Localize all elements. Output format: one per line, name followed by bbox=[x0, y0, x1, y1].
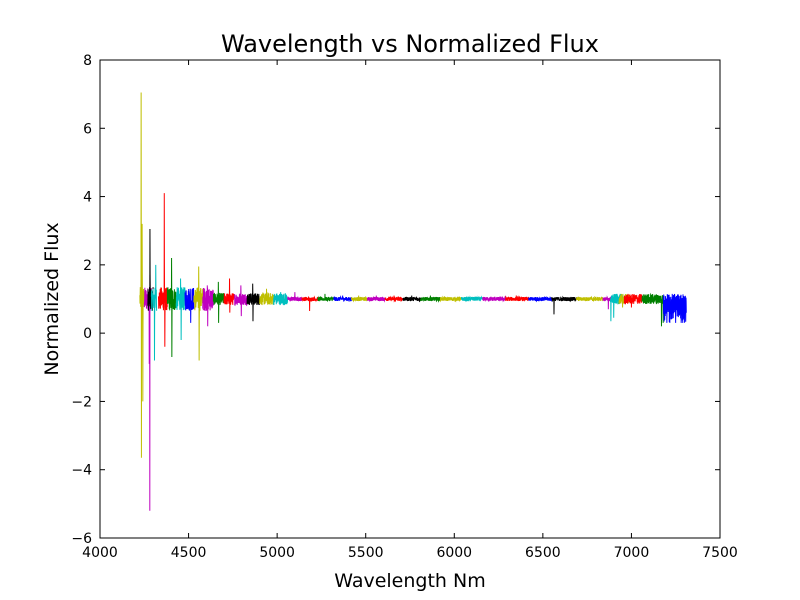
spectrum-series-line bbox=[551, 295, 577, 315]
spectrum-series-line bbox=[662, 293, 687, 323]
y-tick-label: −4 bbox=[71, 463, 92, 479]
spectrum-series-line bbox=[287, 292, 303, 303]
spectrum-series-line bbox=[175, 278, 186, 340]
spectrum-series-line bbox=[439, 295, 462, 303]
plot-frame bbox=[99, 59, 721, 539]
y-tick-label: 2 bbox=[83, 258, 92, 274]
y-tick-label: 4 bbox=[83, 190, 92, 206]
x-tick-label: 5500 bbox=[348, 545, 384, 561]
spectrum-series-line bbox=[402, 295, 421, 303]
x-tick-label: 6500 bbox=[525, 545, 561, 561]
spectrum-series-line bbox=[333, 295, 352, 302]
x-tick-label: 7500 bbox=[702, 545, 738, 561]
y-tick-label: −2 bbox=[71, 394, 92, 410]
chart-title: Wavelength vs Normalized Flux bbox=[221, 30, 599, 58]
x-tick-label: 4500 bbox=[171, 545, 207, 561]
y-axis: −6 −4 −2 0 2 4 6 8 bbox=[71, 53, 720, 547]
x-tick-label: 5000 bbox=[259, 545, 295, 561]
spectrum-series-line bbox=[202, 285, 214, 327]
spectrum-series-line bbox=[184, 287, 195, 323]
spectrum-series-line bbox=[317, 293, 335, 303]
spectrum-series-line bbox=[273, 292, 289, 306]
spectrum-series-line bbox=[528, 295, 553, 303]
x-axis: 4000 4500 5000 5500 6000 6500 7000 7500 bbox=[82, 60, 738, 561]
spectrum-series-line bbox=[139, 92, 145, 458]
spectrum-series-line bbox=[212, 281, 225, 323]
spectrum-series-line bbox=[641, 292, 664, 327]
spectrum-series-line bbox=[259, 288, 274, 306]
spectrum-series-line bbox=[234, 285, 248, 317]
spectrum-series-line bbox=[460, 295, 483, 303]
spectrum-series-line bbox=[193, 266, 204, 361]
spectrum-series-line bbox=[351, 295, 368, 303]
spectrum-series-line bbox=[157, 193, 168, 347]
spectrum-series-line bbox=[482, 295, 506, 303]
spectrum-series-line bbox=[366, 295, 386, 303]
y-axis-label: Normalized Flux bbox=[41, 222, 63, 375]
x-tick-label: 6000 bbox=[436, 545, 472, 561]
x-tick-label: 7000 bbox=[614, 545, 650, 561]
spectrum-series-line bbox=[576, 295, 604, 302]
spectrum-series-line bbox=[420, 295, 441, 303]
y-tick-label: 8 bbox=[83, 53, 92, 69]
x-axis-label: Wavelength Nm bbox=[334, 570, 485, 592]
spectrum-series-line bbox=[166, 258, 177, 358]
x-tick-label: 4000 bbox=[82, 545, 118, 561]
y-tick-label: 6 bbox=[83, 121, 92, 137]
plot-area bbox=[139, 92, 687, 511]
y-tick-label: 0 bbox=[83, 326, 92, 342]
spectrum-series-line bbox=[384, 295, 404, 303]
spectrum-series-line bbox=[223, 278, 235, 313]
spectrum-series-line bbox=[150, 264, 158, 361]
spectrum-series-line bbox=[246, 283, 260, 322]
spectrum-series-line bbox=[301, 295, 319, 311]
spectrum-series-line bbox=[505, 295, 530, 302]
spectrum-series-line bbox=[623, 293, 643, 308]
y-tick-label: −6 bbox=[71, 531, 92, 547]
